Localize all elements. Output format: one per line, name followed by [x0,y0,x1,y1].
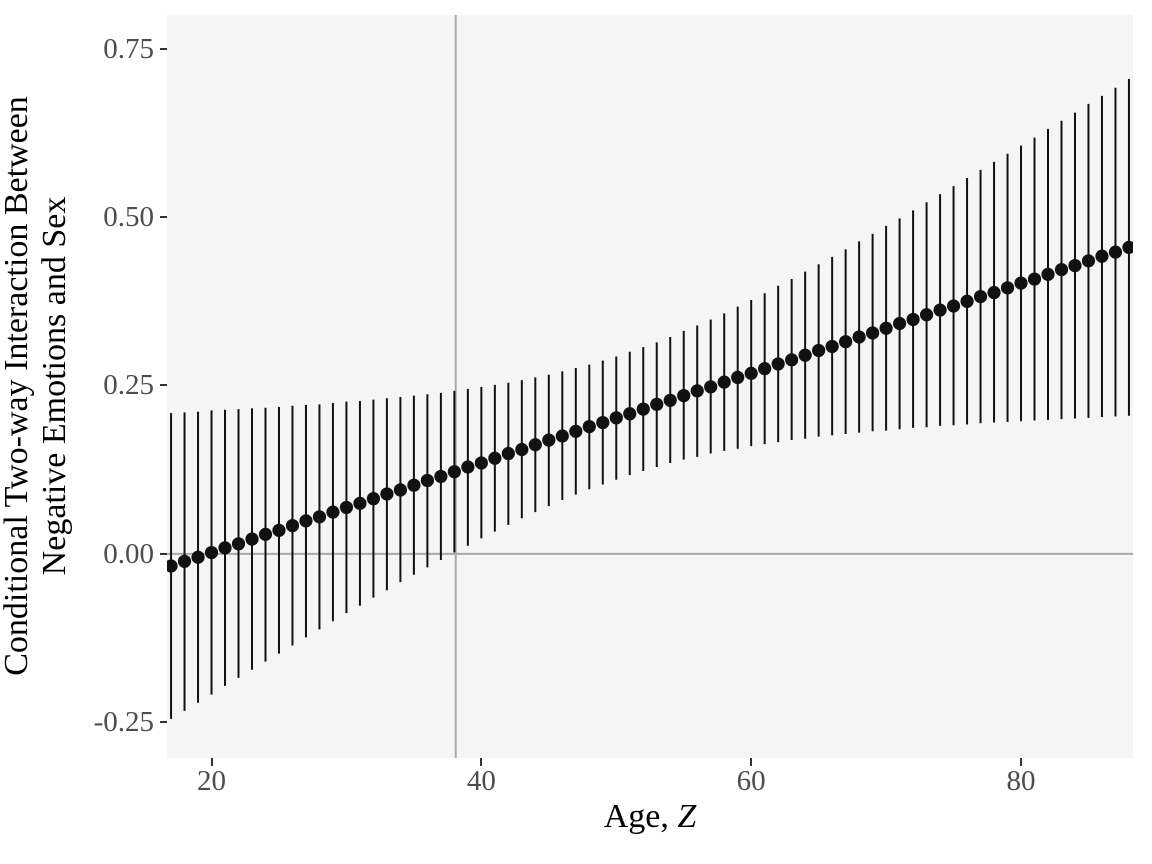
data-point [839,335,853,349]
data-point [892,316,907,331]
data-point [555,429,569,443]
data-point [447,465,461,479]
data-point [501,446,515,461]
data-point [488,451,502,465]
data-point [798,348,812,362]
x-tick-mark [750,758,753,766]
data-point [272,523,286,537]
x-tick-mark [210,758,213,766]
data-point [542,433,556,447]
y-tick-label: -0.25 [93,706,154,739]
data-point [704,380,718,394]
data-point [312,510,327,524]
data-point [528,438,542,452]
data-point [1068,258,1082,273]
data-point [582,419,596,434]
data-point [973,289,988,304]
data-point [218,541,232,555]
x-axis-title: Age, Z [167,798,1133,836]
data-point [987,285,1001,300]
data-point [1041,267,1055,281]
y-axis-title-line1: Conditional Two-way Interaction Between [0,96,35,676]
data-point [245,532,259,546]
data-point [569,424,583,438]
data-point [596,415,610,430]
y-tick-mark [160,721,167,724]
data-point [407,478,421,492]
x-axis-title-variable: Z [677,798,697,835]
data-point [1000,281,1015,295]
y-tick-mark [160,552,167,555]
y-tick-label: 0.00 [103,537,154,570]
y-tick-label: 0.25 [103,369,154,402]
data-point [677,388,691,403]
data-point [393,483,408,497]
data-point [690,384,704,398]
data-point [812,343,826,358]
data-point [515,442,529,457]
y-tick-mark [160,384,167,387]
data-point [919,308,934,322]
data-point [946,299,961,313]
data-point [744,366,758,380]
data-point [906,312,920,327]
data-point [353,496,367,510]
data-point [285,519,300,533]
x-tick-mark [1020,758,1023,766]
data-point [623,407,637,421]
plot-canvas [167,15,1133,758]
y-tick-label: 0.75 [103,32,154,65]
data-point [258,527,273,541]
data-point [650,397,664,411]
data-point [1014,276,1028,290]
data-point [1027,272,1042,286]
data-point [636,402,650,416]
x-tick-mark [480,758,483,766]
data-point [717,375,731,389]
data-point [191,550,205,564]
x-tick-label: 40 [466,765,496,797]
data-point [609,411,623,425]
data-point [434,469,448,484]
x-tick-label: 80 [1006,765,1036,797]
data-point [366,492,381,506]
data-point [771,357,785,371]
data-point [420,473,434,488]
data-point [1122,240,1133,254]
data-point [1095,249,1109,263]
data-point [204,545,219,560]
data-point [785,353,799,367]
data-point [461,460,475,474]
data-point [1108,245,1123,259]
data-point [167,559,178,573]
data-point [825,339,839,354]
x-axis-title-text: Age, [603,798,678,835]
data-point [879,321,893,335]
x-tick-label: 20 [197,765,227,797]
data-point [299,514,313,528]
y-tick-mark [160,47,167,50]
data-point [866,326,880,340]
data-point [177,554,192,568]
plot-panel [167,15,1133,758]
data-point [663,393,677,407]
data-point [933,303,947,317]
y-tick-label: 0.50 [103,201,154,234]
data-point [852,330,866,344]
data-point [339,500,354,515]
x-tick-label: 60 [736,765,766,797]
data-point [960,294,974,308]
data-point [1081,254,1096,268]
data-point [474,456,488,470]
data-point [231,537,246,551]
y-tick-mark [160,216,167,219]
data-point [758,362,772,376]
data-point [380,487,394,501]
data-point [326,505,340,519]
data-point [731,370,745,385]
data-point [1054,263,1069,277]
